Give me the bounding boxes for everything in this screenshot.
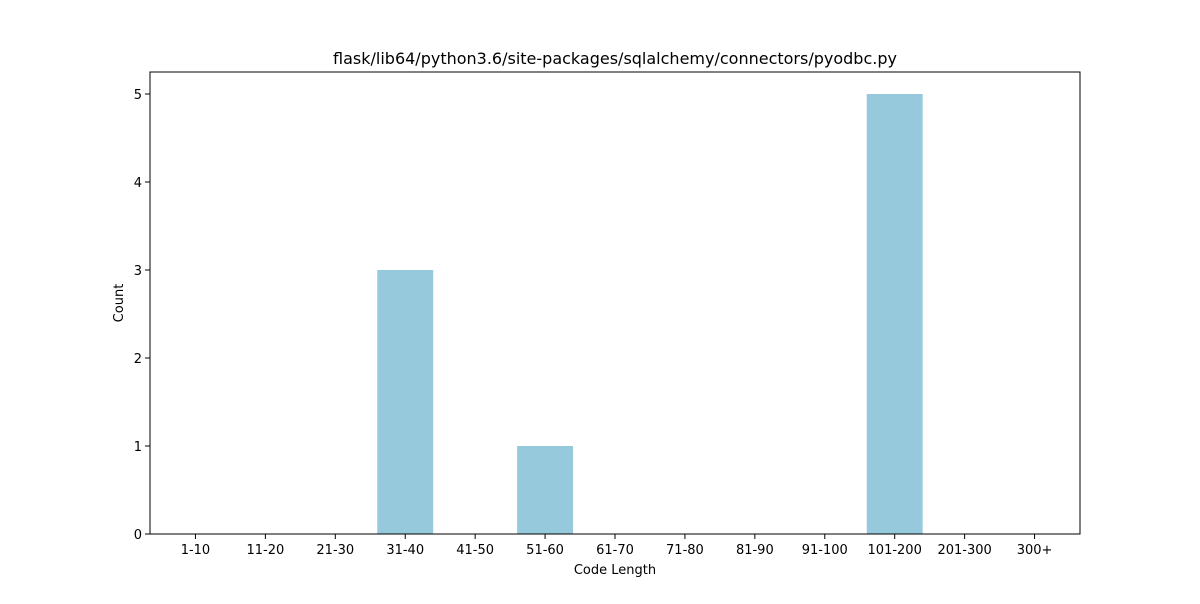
bar-101-200 xyxy=(866,94,923,534)
x-tick-label: 41-50 xyxy=(456,543,494,558)
y-tick-label: 2 xyxy=(134,352,142,367)
x-tick-label: 81-90 xyxy=(736,543,774,558)
bar-51-60 xyxy=(517,446,574,534)
chart-title: flask/lib64/python3.6/site-packages/sqla… xyxy=(333,49,897,68)
x-axis: 1-10 11-20 21-30 31-40 41-50 51-60 61-70 71-80 8… xyxy=(181,534,1053,558)
y-tick-label: 1 xyxy=(134,440,142,455)
x-tick-label: 71-80 xyxy=(666,543,704,558)
x-tick-label: 51-60 xyxy=(526,543,564,558)
bar-31-40 xyxy=(377,270,434,534)
y-tick-label: 4 xyxy=(134,176,142,191)
x-tick-label: 31-40 xyxy=(386,543,424,558)
y-tick-label: 3 xyxy=(134,264,142,279)
x-axis-title: Code Length xyxy=(574,563,656,578)
plot-frame xyxy=(149,71,1081,535)
x-tick-label: 61-70 xyxy=(596,543,634,558)
x-tick-label: 1-10 xyxy=(181,543,211,558)
y-axis-title: Count xyxy=(112,284,127,323)
bars-layer xyxy=(377,94,923,534)
x-tick-label: 201-300 xyxy=(937,543,991,558)
x-tick-label: 300+ xyxy=(1017,543,1053,558)
x-tick-label: 101-200 xyxy=(868,543,922,558)
x-tick-label: 11-20 xyxy=(246,543,284,558)
y-tick-label: 5 xyxy=(134,88,142,103)
y-tick-label: 0 xyxy=(134,528,142,543)
x-tick-label: 91-100 xyxy=(802,543,848,558)
x-tick-label: 21-30 xyxy=(316,543,354,558)
y-axis: 0 1 2 3 4 5 xyxy=(134,88,150,543)
